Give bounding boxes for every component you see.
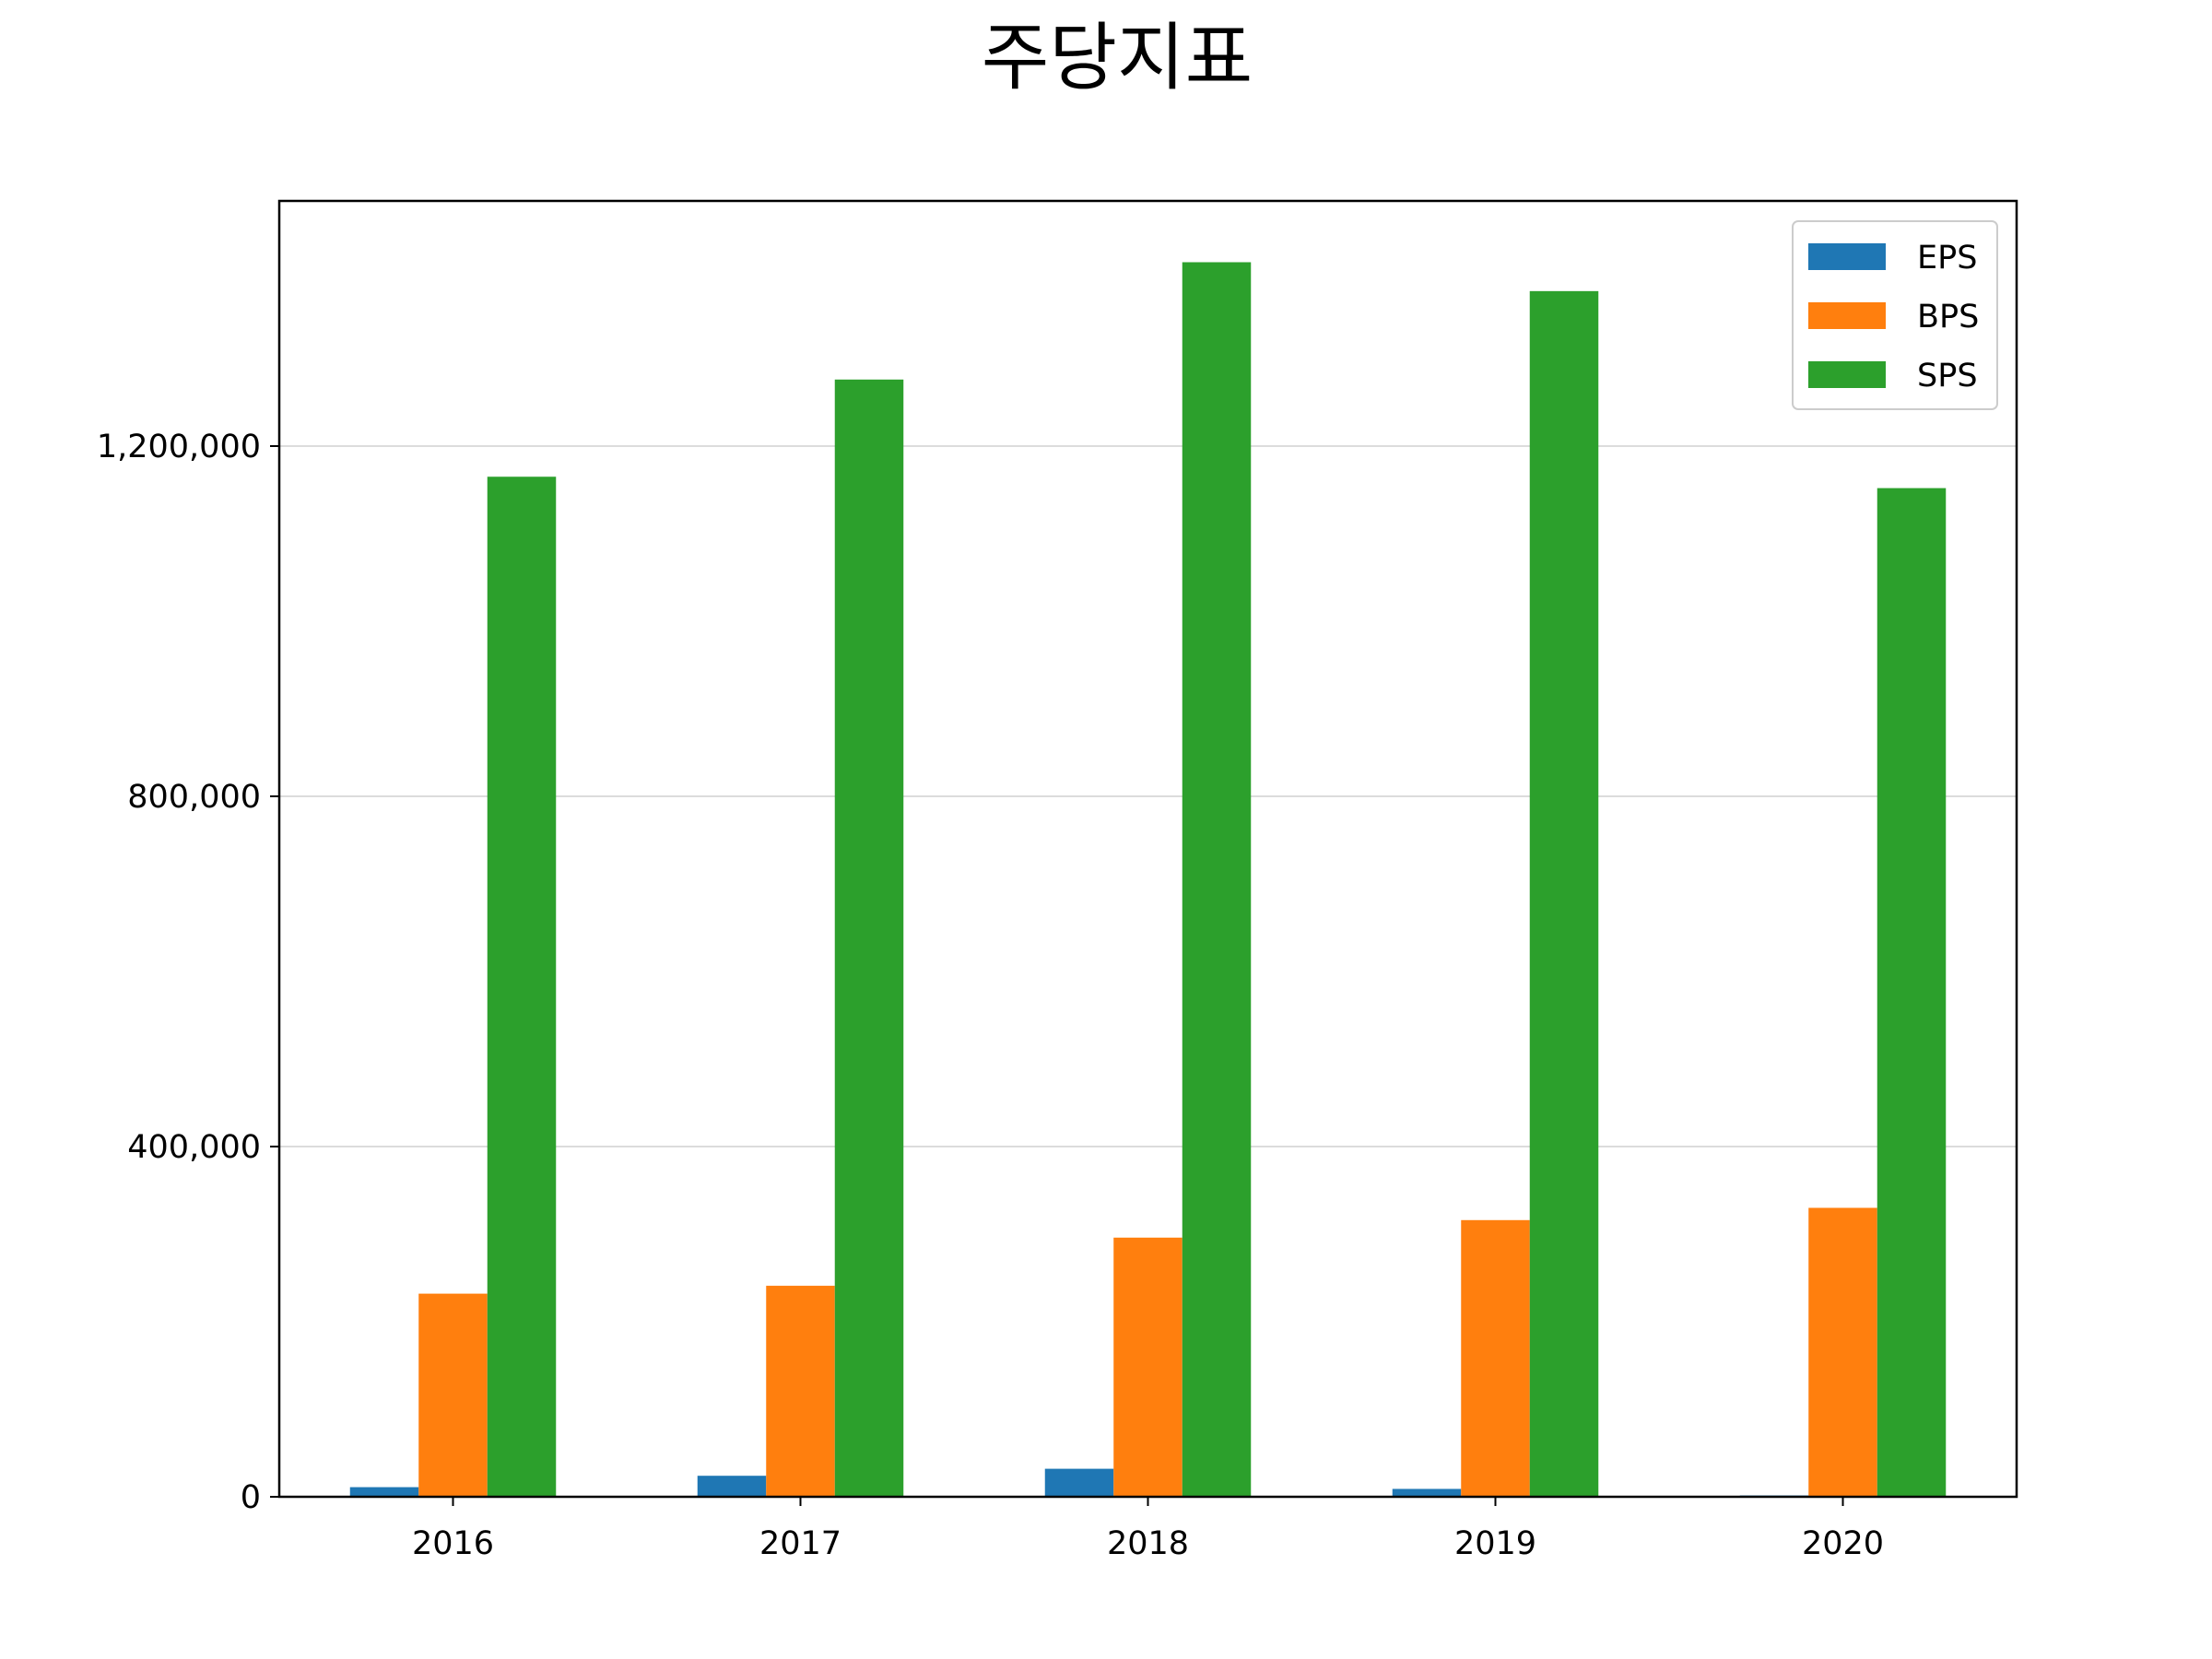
x-tick-label: 2016	[412, 1525, 494, 1562]
bar-bps-2020	[1808, 1207, 1877, 1497]
bar-sps-2018	[1182, 262, 1252, 1497]
x-tick-label: 2018	[1107, 1525, 1189, 1562]
legend-label-sps: SPS	[1917, 358, 1978, 394]
legend-swatch-sps	[1808, 361, 1886, 388]
bar-sps-2017	[834, 379, 904, 1497]
bar-bps-2018	[1113, 1237, 1182, 1497]
y-tick-label: 400,000	[127, 1129, 261, 1166]
bar-eps-2018	[1044, 1468, 1114, 1497]
x-tick-label: 2017	[759, 1525, 841, 1562]
legend-swatch-eps	[1808, 243, 1886, 270]
y-tick-label: 800,000	[127, 779, 261, 816]
legend-swatch-bps	[1808, 302, 1886, 329]
bar-eps-2017	[697, 1476, 767, 1497]
x-tick-label: 2019	[1454, 1525, 1536, 1562]
legend-label-bps: BPS	[1917, 299, 1979, 335]
bar-eps-2019	[1392, 1488, 1462, 1497]
y-tick-label: 0	[241, 1479, 261, 1516]
y-tick-label: 1,200,000	[97, 429, 261, 465]
bar-eps-2016	[349, 1487, 419, 1497]
legend-label-eps: EPS	[1917, 240, 1977, 276]
bar-bps-2019	[1461, 1219, 1530, 1497]
bar-bps-2016	[418, 1293, 488, 1497]
bar-sps-2016	[487, 477, 557, 1497]
bar-sps-2020	[1877, 488, 1947, 1497]
bar-bps-2017	[766, 1286, 835, 1497]
x-tick-label: 2020	[1802, 1525, 1884, 1562]
bar-sps-2019	[1529, 290, 1599, 1498]
plot-area: 2016 2017 2018 2019 2020 0 400,000 800,000 1,200…	[97, 199, 2018, 1562]
chart-title: 주당지표	[982, 15, 1253, 100]
